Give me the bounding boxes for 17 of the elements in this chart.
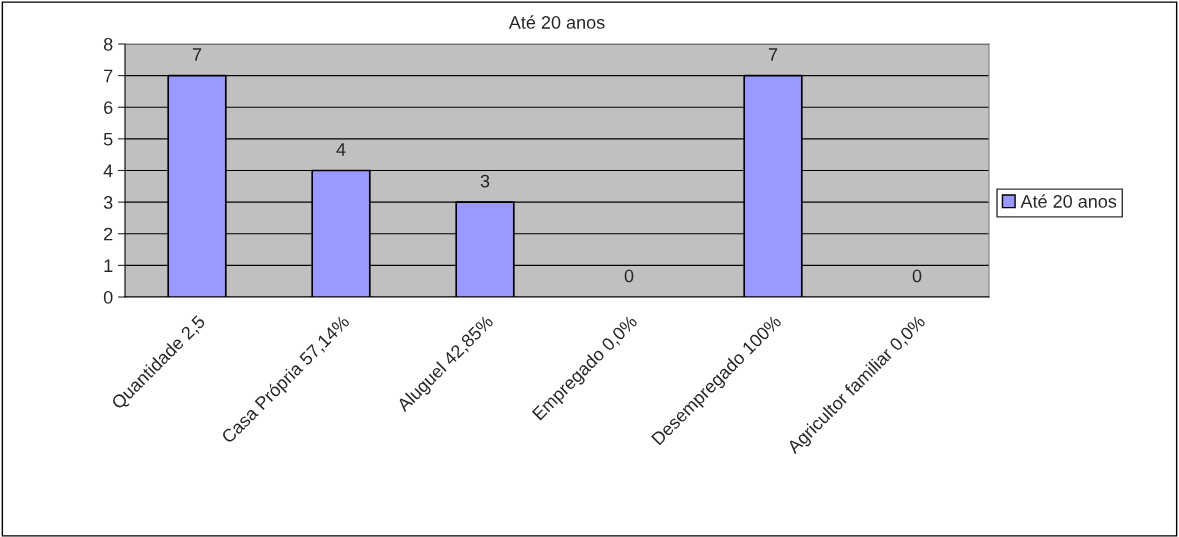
y-tick-label: 7 bbox=[104, 69, 113, 83]
data-label: 3 bbox=[480, 174, 490, 188]
y-tick-label: 5 bbox=[103, 133, 113, 146]
y-tick-label: 3 bbox=[103, 196, 113, 209]
legend-label: Até 20 anos bbox=[1020, 194, 1117, 208]
y-tick-label: 0 bbox=[103, 290, 113, 304]
y-tick-label: 2 bbox=[104, 227, 113, 241]
data-label: 7 bbox=[192, 48, 202, 61]
data-label: 0 bbox=[912, 269, 922, 283]
y-tick-label: 8 bbox=[103, 37, 113, 51]
y-tick-label: 6 bbox=[104, 101, 113, 114]
y-tick-label: 4 bbox=[103, 164, 113, 178]
y-tick-label: 1 bbox=[104, 259, 113, 272]
data-label: 0 bbox=[624, 269, 634, 283]
data-label: 4 bbox=[336, 143, 346, 156]
chart-title: Até 20 anos bbox=[508, 15, 605, 29]
data-label: 7 bbox=[768, 48, 778, 61]
